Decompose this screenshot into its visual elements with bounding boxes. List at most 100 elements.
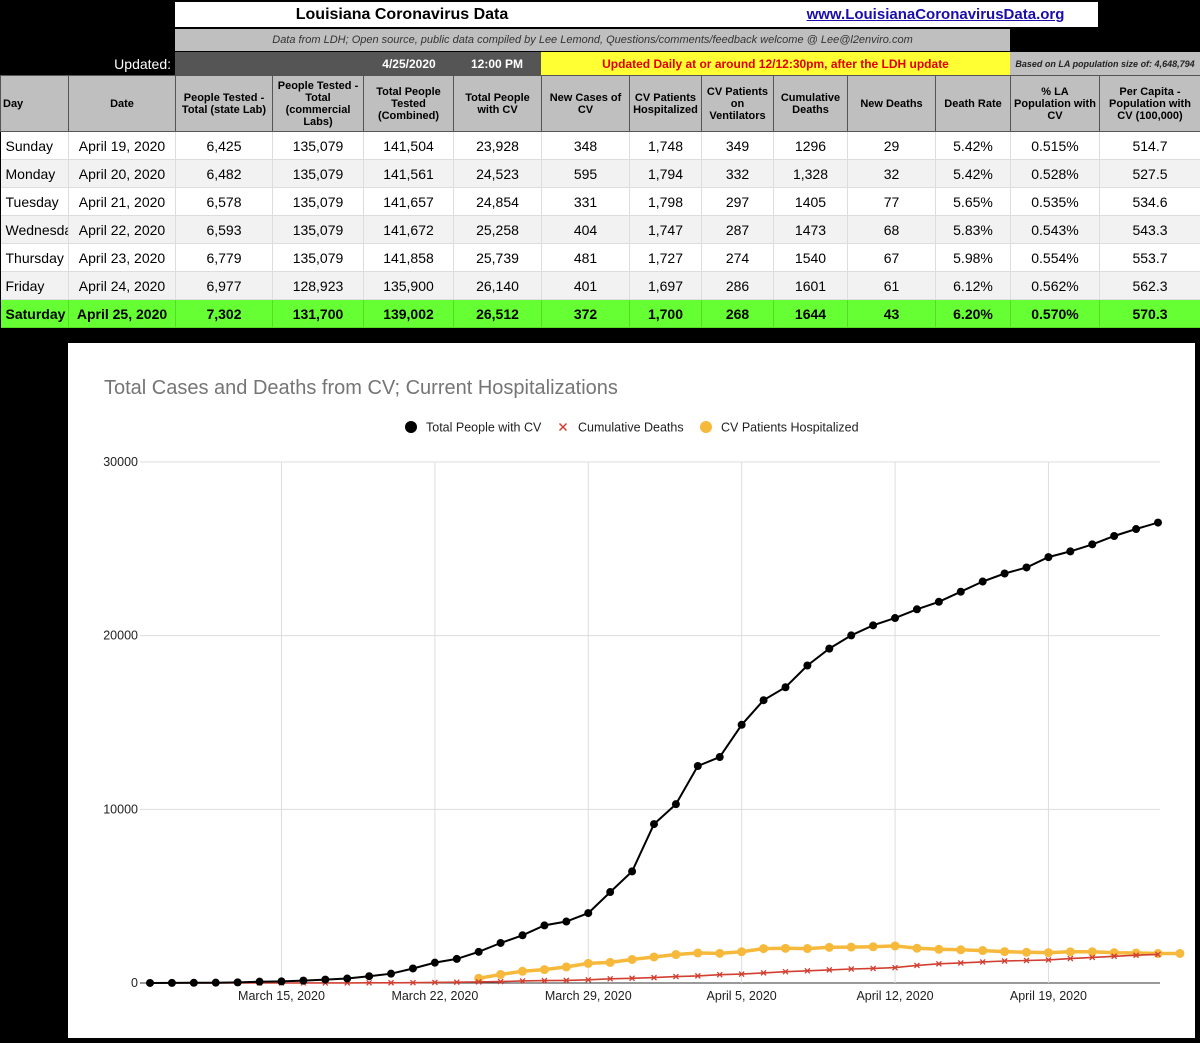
table-cell: 139,002 bbox=[364, 300, 454, 328]
col-header: Per Capita - Population with CV (100,000… bbox=[1100, 76, 1200, 132]
table-cell: 141,561 bbox=[364, 160, 454, 188]
data-point bbox=[1022, 948, 1031, 957]
table-cell: Friday bbox=[1, 272, 69, 300]
data-point bbox=[431, 959, 439, 967]
data-point bbox=[738, 721, 746, 729]
x-tick-label: April 12, 2020 bbox=[856, 989, 933, 1003]
y-tick-label: 10000 bbox=[103, 802, 138, 816]
data-point bbox=[1066, 947, 1075, 956]
data-point bbox=[1066, 547, 1074, 555]
data-point bbox=[497, 939, 505, 947]
update-notice: Updated Daily at or around 12/12:30pm, a… bbox=[541, 52, 1010, 75]
table-cell: April 22, 2020 bbox=[69, 216, 176, 244]
data-point bbox=[1154, 519, 1162, 527]
table-cell: 135,079 bbox=[273, 132, 364, 160]
col-header: People Tested - Total (state Lab) bbox=[176, 76, 273, 132]
table-cell: 24,523 bbox=[454, 160, 542, 188]
table-cell: 5.98% bbox=[936, 244, 1011, 272]
data-point bbox=[518, 967, 527, 976]
series-line bbox=[150, 523, 1158, 983]
data-point bbox=[212, 979, 220, 987]
table-cell: 1,794 bbox=[630, 160, 702, 188]
y-tick-label: 30000 bbox=[103, 455, 138, 469]
table-cell: Wednesda bbox=[1, 216, 69, 244]
data-point bbox=[1088, 947, 1097, 956]
table-cell: 349 bbox=[702, 132, 774, 160]
col-header: % LA Population with CV bbox=[1011, 76, 1100, 132]
table-cell: 287 bbox=[702, 216, 774, 244]
website-link[interactable]: www.LouisianaCoronavirusData.org bbox=[773, 2, 1098, 27]
data-point bbox=[847, 943, 856, 952]
table-cell: 131,700 bbox=[273, 300, 364, 328]
data-point bbox=[519, 931, 527, 939]
table-cell: 26,512 bbox=[454, 300, 542, 328]
data-point bbox=[672, 800, 680, 808]
table-cell: 562.3 bbox=[1100, 272, 1200, 300]
table-cell: 135,079 bbox=[273, 216, 364, 244]
table-cell: 274 bbox=[702, 244, 774, 272]
data-point bbox=[1001, 569, 1009, 577]
table-cell: 0.528% bbox=[1011, 160, 1100, 188]
table-cell: Thursday bbox=[1, 244, 69, 272]
x-tick-label: April 19, 2020 bbox=[1010, 989, 1087, 1003]
table-cell: 1,328 bbox=[774, 160, 848, 188]
table-cell: 26,140 bbox=[454, 272, 542, 300]
data-point bbox=[234, 978, 242, 986]
table-cell: 1296 bbox=[774, 132, 848, 160]
col-header: Cumulative Deaths bbox=[774, 76, 848, 132]
data-point bbox=[934, 945, 943, 954]
data-point bbox=[1110, 532, 1118, 540]
table-cell: 1,748 bbox=[630, 132, 702, 160]
data-point bbox=[979, 578, 987, 586]
table-cell: 1,727 bbox=[630, 244, 702, 272]
legend-label: CV Patients Hospitalized bbox=[721, 421, 859, 435]
table-cell: 5.65% bbox=[936, 188, 1011, 216]
table-cell: 23,928 bbox=[454, 132, 542, 160]
data-point bbox=[453, 955, 461, 963]
header-row: Day Date People Tested - Total (state La… bbox=[1, 76, 1200, 132]
table-cell: Saturday bbox=[1, 300, 69, 328]
table-cell: 6.12% bbox=[936, 272, 1011, 300]
data-point bbox=[409, 964, 417, 972]
data-point bbox=[1023, 563, 1031, 571]
data-point bbox=[1088, 540, 1096, 548]
col-header: Total People with CV bbox=[454, 76, 542, 132]
data-point bbox=[606, 958, 615, 967]
data-point bbox=[913, 605, 921, 613]
table-cell: April 25, 2020 bbox=[69, 300, 176, 328]
x-tick-label: March 29, 2020 bbox=[545, 989, 632, 1003]
data-point bbox=[343, 975, 351, 983]
data-point bbox=[978, 946, 987, 955]
col-header: CV Patients Hospitalized bbox=[630, 76, 702, 132]
data-point bbox=[825, 645, 833, 653]
col-header: Date bbox=[69, 76, 176, 132]
table-cell: 25,258 bbox=[454, 216, 542, 244]
dark-spacer bbox=[175, 52, 365, 75]
table-cell: Monday bbox=[1, 160, 69, 188]
table-cell: April 20, 2020 bbox=[69, 160, 176, 188]
data-point bbox=[825, 943, 834, 952]
table-cell: 68 bbox=[848, 216, 936, 244]
data-point bbox=[540, 921, 548, 929]
table-cell: 1,697 bbox=[630, 272, 702, 300]
data-point bbox=[1044, 553, 1052, 561]
table-cell: 141,657 bbox=[364, 188, 454, 216]
data-point bbox=[562, 918, 570, 926]
col-header: Total People Tested (Combined) bbox=[364, 76, 454, 132]
data-point bbox=[256, 978, 264, 986]
chart-panel: Total Cases and Deaths from CV; Current … bbox=[68, 343, 1195, 1038]
sheet-title: Louisiana Coronavirus Data bbox=[175, 2, 629, 27]
table-cell: 268 bbox=[702, 300, 774, 328]
table-cell: 6,425 bbox=[176, 132, 273, 160]
table-cell: 514.7 bbox=[1100, 132, 1200, 160]
table-cell: Sunday bbox=[1, 132, 69, 160]
table-cell: 6,779 bbox=[176, 244, 273, 272]
table-cell: 135,079 bbox=[273, 244, 364, 272]
data-point bbox=[716, 753, 724, 761]
data-point bbox=[760, 696, 768, 704]
table-cell: 6,482 bbox=[176, 160, 273, 188]
series-cases bbox=[146, 519, 1162, 987]
data-point bbox=[803, 661, 811, 669]
table-cell: 348 bbox=[542, 132, 630, 160]
